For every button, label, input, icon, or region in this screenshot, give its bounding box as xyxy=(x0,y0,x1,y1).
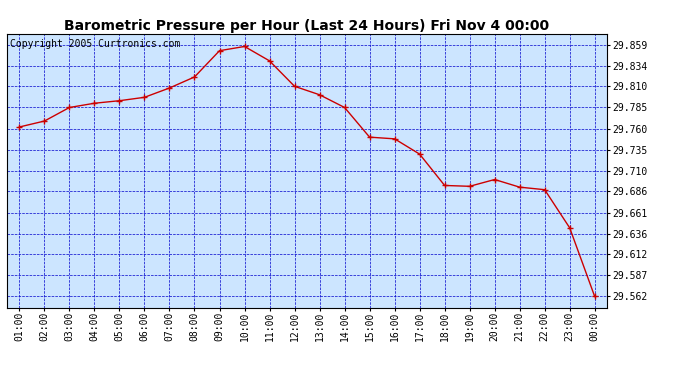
Text: Copyright 2005 Curtronics.com: Copyright 2005 Curtronics.com xyxy=(10,39,180,49)
Title: Barometric Pressure per Hour (Last 24 Hours) Fri Nov 4 00:00: Barometric Pressure per Hour (Last 24 Ho… xyxy=(64,19,550,33)
